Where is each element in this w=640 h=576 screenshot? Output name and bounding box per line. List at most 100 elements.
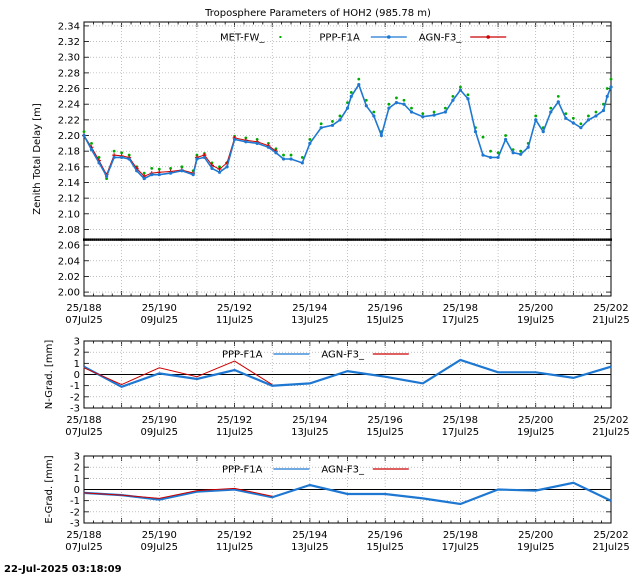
data-point [481,153,485,157]
data-point [534,118,538,122]
data-point [453,238,456,241]
data-point [368,238,371,241]
data-point [119,238,122,241]
data-point [289,238,292,241]
data-point [312,238,315,241]
data-point [188,238,191,241]
data-point [437,238,440,241]
data-point [300,161,304,165]
data-point [508,238,511,241]
data-point [345,106,350,110]
data-point [520,238,523,241]
data-point [202,238,205,241]
data-point [599,238,602,241]
data-point [95,238,98,241]
data-point [326,238,329,241]
data-point [528,238,531,241]
x-tick-label-bottom: 07Jul25 [65,542,103,553]
y-axis-label: N-Grad. [mm] [44,340,55,410]
data-point [212,238,215,241]
data-point [82,130,86,134]
data-point [328,238,331,241]
data-point [488,238,491,241]
data-point [243,238,246,241]
data-point [348,238,351,241]
data-point [155,238,158,241]
data-point [541,238,544,241]
x-tick-label-bottom: 09Jul25 [141,427,179,438]
data-point [109,238,112,241]
x-tick-label-bottom: 13Jul25 [291,315,329,326]
data-point [589,238,592,241]
data-point [232,137,237,142]
x-tick-label-bottom: 11Jul25 [216,542,254,553]
data-point [320,238,323,241]
data-point [594,114,598,118]
y-tick-label: -1 [70,496,80,507]
data-point [490,238,493,241]
data-point [204,238,207,241]
data-point [556,100,560,104]
data-point [410,106,413,110]
data-point [275,238,278,241]
data-point [281,238,284,241]
x-tick-label-top: 25/194 [292,303,327,314]
data-point [579,126,583,130]
data-point [228,238,231,241]
data-point [281,157,286,161]
legend-label: AGN-F3_ [419,33,463,44]
data-point [259,238,262,241]
data-point [267,238,270,241]
y-tick-label: -1 [70,381,80,392]
data-point [462,238,465,241]
data-point [300,156,304,159]
data-point [539,238,542,241]
data-point [350,238,353,241]
data-point [308,138,312,141]
data-point [247,238,250,241]
data-point [405,238,408,241]
data-point [195,157,199,161]
data-point [445,238,448,241]
data-point [214,238,217,241]
data-point [127,238,130,241]
data-point [417,238,420,241]
data-point [421,115,425,119]
data-point [174,238,177,241]
data-point [120,151,124,155]
data-point [274,151,278,155]
data-point [409,238,412,241]
data-point [194,238,197,241]
legend-label: PPP-F1A [319,33,360,44]
data-point [535,238,538,241]
data-point [549,238,552,241]
data-point [372,238,375,241]
data-point [443,110,447,114]
data-point [147,238,150,241]
data-point [601,108,606,113]
data-point [403,238,406,241]
data-point [164,238,167,241]
data-point [319,122,323,126]
data-point [510,238,513,241]
data-point [607,238,610,241]
data-point [421,112,425,115]
data-point [551,238,554,241]
data-point [168,238,171,241]
data-point [583,238,586,241]
data-point [151,238,154,241]
data-point [549,106,553,110]
data-point [579,122,583,126]
data-point [127,153,131,157]
data-point [239,238,242,241]
data-point [571,121,575,125]
data-point [225,165,229,169]
data-point [595,238,598,241]
data-point [127,157,131,161]
x-tick-label-bottom: 19Jul25 [517,542,555,553]
x-tick-label-top: 25/188 [66,530,101,541]
data-point [610,238,612,241]
x-tick-label-top: 25/190 [142,530,177,541]
data-point [575,238,578,241]
